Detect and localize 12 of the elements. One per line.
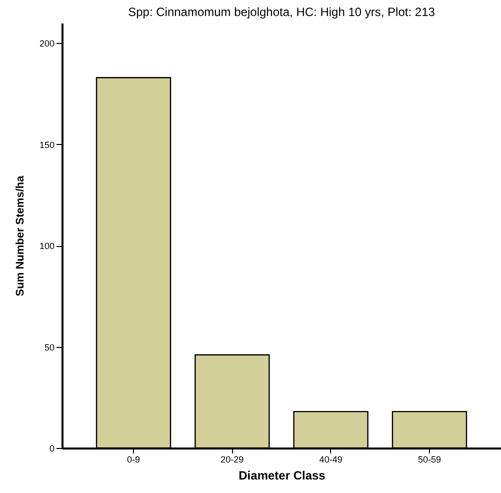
x-tick-label: 50-59 [418, 454, 441, 464]
y-tick-label: 200 [39, 38, 54, 49]
y-axis-title: Sum Number Stems/ha [14, 174, 26, 296]
x-tick-label: 40-49 [319, 454, 342, 464]
y-tick-label: 0 [49, 444, 54, 454]
y-tick-label: 100 [39, 241, 54, 252]
x-tick-label: 0-9 [127, 454, 140, 464]
x-axis-title: Diameter Class [238, 468, 326, 482]
x-tick-label: 20-29 [220, 454, 244, 464]
chart-title: Spp: Cinnamomum bejolghota, HC: High 10 yrs, Plot: 213 [128, 5, 436, 19]
y-tick-label: 150 [39, 140, 54, 150]
y-tick-label: 50 [44, 342, 54, 352]
